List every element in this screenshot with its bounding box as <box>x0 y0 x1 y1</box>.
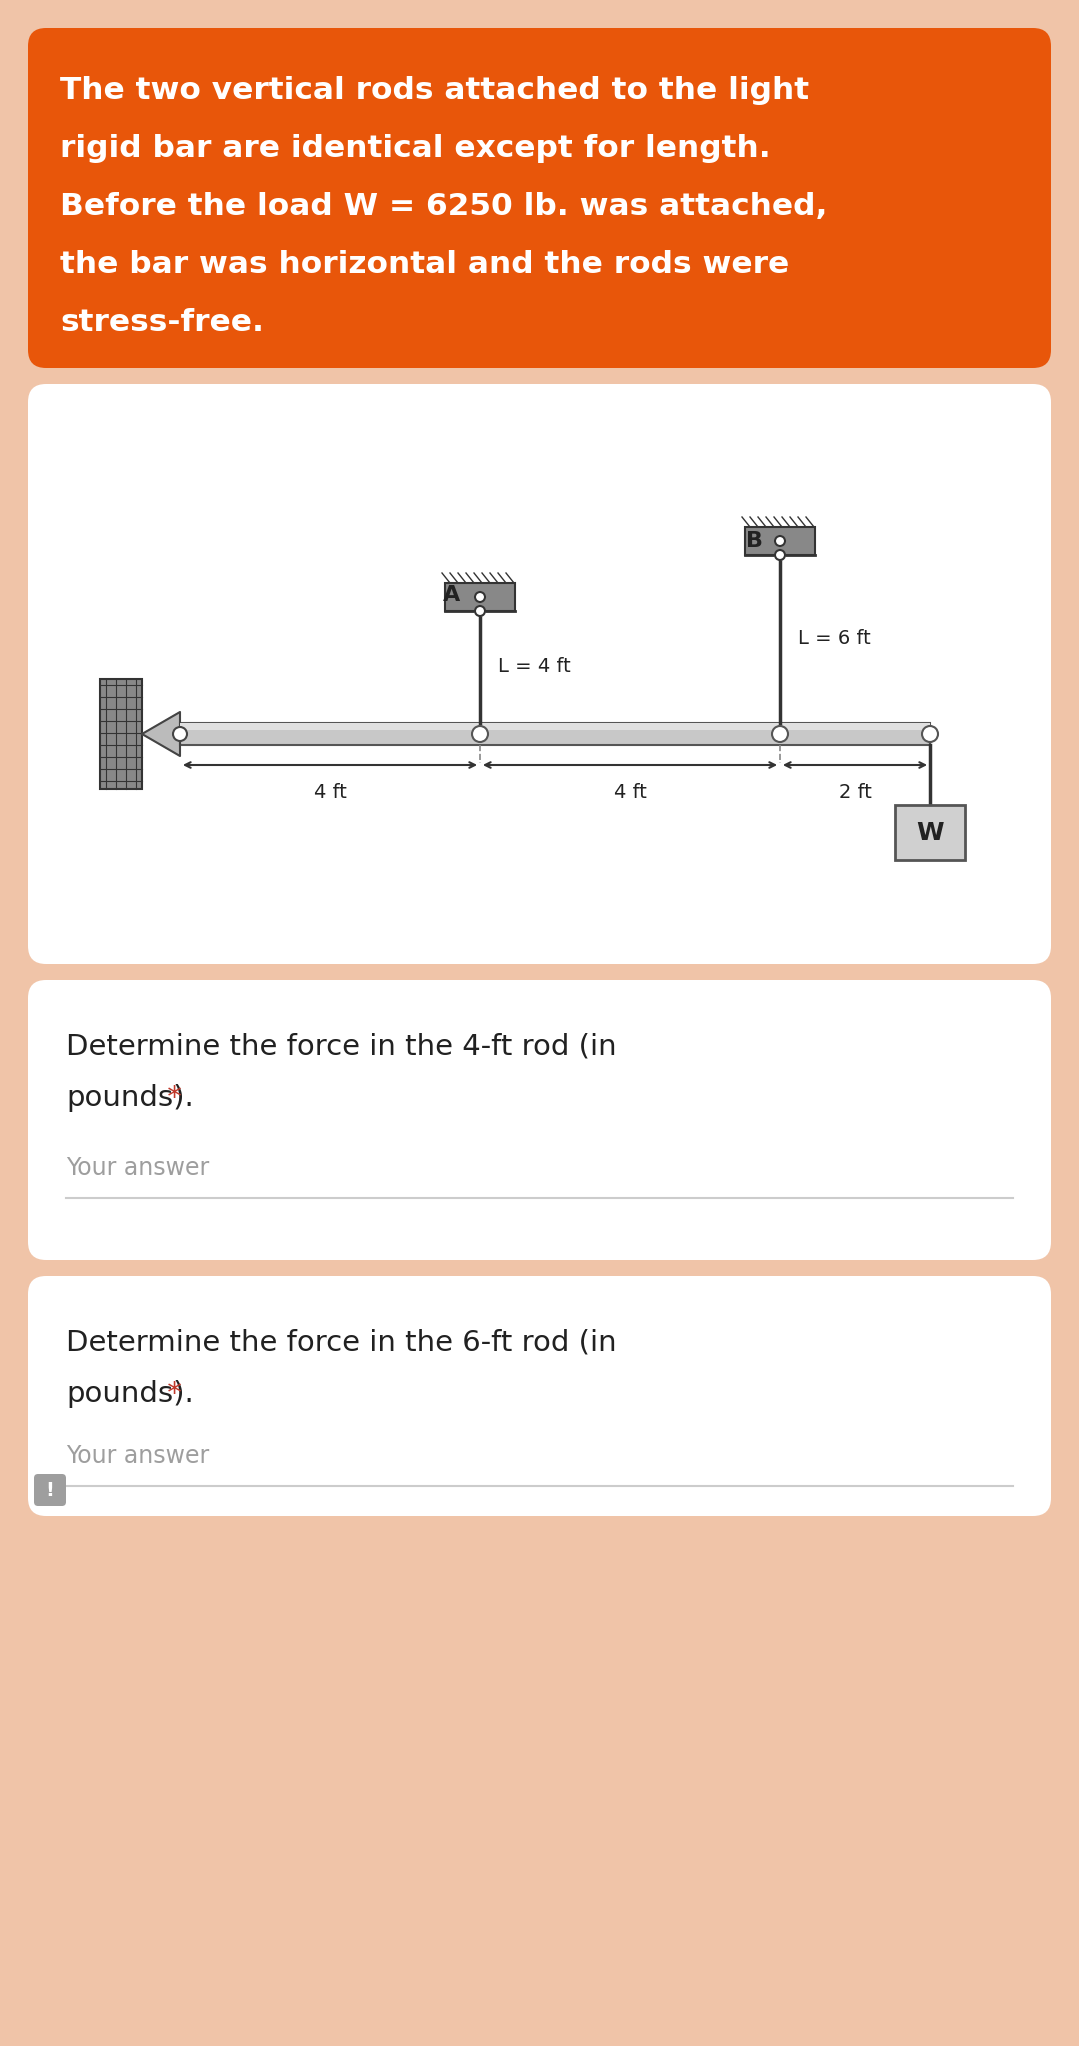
Bar <box>894 804 965 859</box>
FancyBboxPatch shape <box>28 385 1051 964</box>
Text: rigid bar are identical except for length.: rigid bar are identical except for lengt… <box>60 133 770 164</box>
Text: Determine the force in the 4-ft rod (in: Determine the force in the 4-ft rod (in <box>66 1031 616 1060</box>
Text: W: W <box>916 820 944 845</box>
FancyBboxPatch shape <box>28 980 1051 1260</box>
FancyBboxPatch shape <box>28 1277 1051 1516</box>
FancyBboxPatch shape <box>35 1473 66 1506</box>
Text: stress-free.: stress-free. <box>60 309 264 338</box>
Circle shape <box>475 591 484 602</box>
Text: *: * <box>158 1379 182 1408</box>
Text: A: A <box>443 585 461 606</box>
Polygon shape <box>142 712 180 757</box>
Circle shape <box>775 536 786 546</box>
Bar <box>180 722 930 745</box>
Text: *: * <box>158 1084 182 1111</box>
Bar <box>745 528 815 554</box>
Bar <box>100 679 142 790</box>
Circle shape <box>475 606 484 616</box>
Text: 2 ft: 2 ft <box>838 784 872 802</box>
Bar <box>445 583 515 612</box>
Circle shape <box>921 726 938 743</box>
Text: 4 ft: 4 ft <box>614 784 646 802</box>
Circle shape <box>771 726 788 743</box>
FancyBboxPatch shape <box>28 29 1051 368</box>
Text: B: B <box>746 532 763 550</box>
Text: !: ! <box>45 1481 54 1500</box>
Text: Determine the force in the 6-ft rod (in: Determine the force in the 6-ft rod (in <box>66 1328 616 1356</box>
Text: pounds).: pounds). <box>66 1379 194 1408</box>
Text: L = 4 ft: L = 4 ft <box>498 657 571 677</box>
Text: Your answer: Your answer <box>66 1156 209 1181</box>
Bar <box>180 722 930 730</box>
Text: Before the load W = 6250 lb. was attached,: Before the load W = 6250 lb. was attache… <box>60 192 828 221</box>
Text: the bar was horizontal and the rods were: the bar was horizontal and the rods were <box>60 250 789 278</box>
Circle shape <box>472 726 488 743</box>
Text: The two vertical rods attached to the light: The two vertical rods attached to the li… <box>60 76 809 104</box>
Text: 4 ft: 4 ft <box>314 784 346 802</box>
Text: L = 6 ft: L = 6 ft <box>798 630 871 649</box>
Circle shape <box>775 550 786 561</box>
Circle shape <box>173 726 187 741</box>
Text: Your answer: Your answer <box>66 1444 209 1467</box>
Text: pounds).: pounds). <box>66 1084 194 1111</box>
